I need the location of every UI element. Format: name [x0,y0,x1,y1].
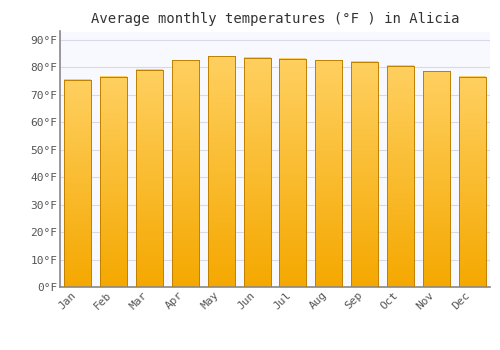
Title: Average monthly temperatures (°F ) in Alicia: Average monthly temperatures (°F ) in Al… [91,12,459,26]
